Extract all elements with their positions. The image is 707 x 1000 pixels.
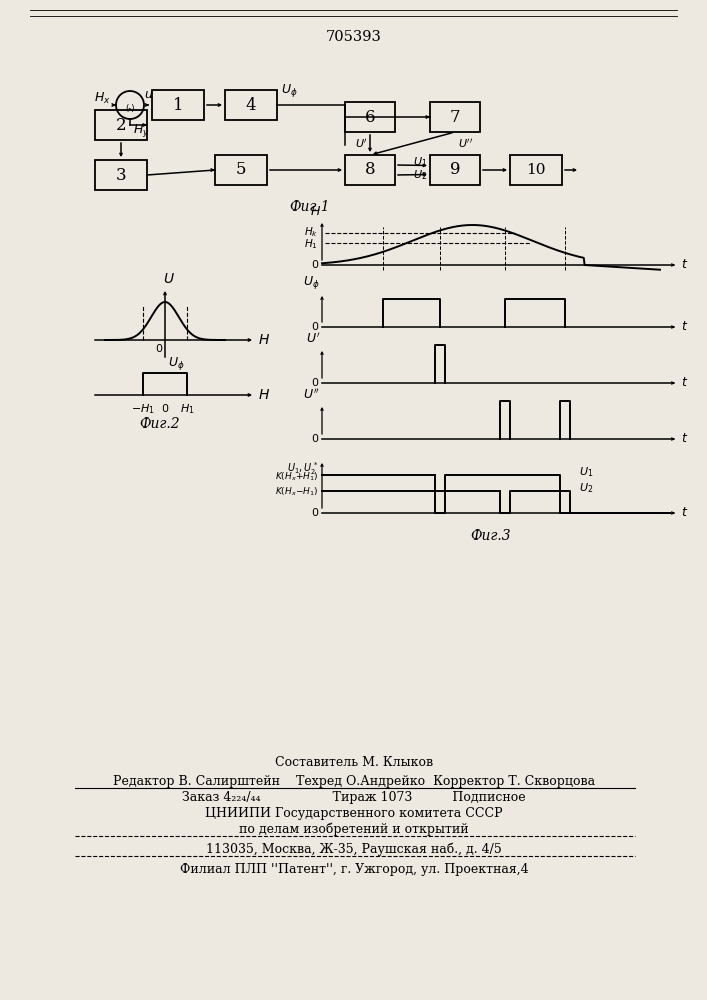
Bar — [345, 102, 395, 132]
Text: 113035, Москва, Ж-35, Раушская наб., д. 4/5: 113035, Москва, Ж-35, Раушская наб., д. … — [206, 842, 502, 856]
Text: 1: 1 — [173, 97, 183, 113]
Text: $U_\phi$: $U_\phi$ — [303, 274, 320, 291]
Text: t: t — [681, 376, 686, 389]
Text: t: t — [681, 258, 686, 271]
Text: 0: 0 — [311, 260, 318, 270]
Text: $K(H_x{-}H_1)$: $K(H_x{-}H_1)$ — [274, 486, 318, 498]
Text: $U_1$: $U_1$ — [579, 465, 594, 479]
Text: $U_1$: $U_1$ — [413, 155, 427, 169]
Text: Фиг.2: Фиг.2 — [140, 417, 180, 431]
Bar — [430, 102, 480, 132]
Text: 705393: 705393 — [326, 30, 382, 44]
Text: H: H — [310, 205, 320, 218]
Bar — [95, 160, 147, 190]
Bar — [152, 90, 204, 120]
Text: U: U — [163, 272, 173, 286]
Text: Фиг.1: Фиг.1 — [290, 200, 330, 214]
Text: Составитель М. Клыков: Составитель М. Клыков — [275, 756, 433, 770]
Bar — [430, 155, 480, 185]
Text: $U''$: $U''$ — [458, 137, 473, 150]
Text: 0: 0 — [311, 322, 318, 332]
Bar — [215, 155, 267, 185]
Text: Редактор В. Салирштейн    Техред О.Андрейко  Корректор Т. Скворцова: Редактор В. Салирштейн Техред О.Андрейко… — [113, 774, 595, 788]
Text: 0: 0 — [311, 378, 318, 388]
Text: 3: 3 — [116, 166, 127, 184]
Text: $H_y$: $H_y$ — [133, 122, 150, 139]
Text: 4: 4 — [246, 97, 257, 113]
Text: по делам изобретений и открытий: по делам изобретений и открытий — [239, 822, 469, 836]
Text: 6: 6 — [365, 108, 375, 125]
Text: 8: 8 — [365, 161, 375, 178]
Text: $U_\phi$: $U_\phi$ — [168, 355, 185, 372]
Bar — [225, 90, 277, 120]
Text: $-H_1$: $-H_1$ — [131, 402, 155, 416]
Text: u: u — [144, 88, 152, 101]
Text: t: t — [681, 320, 686, 334]
Text: $H_1$: $H_1$ — [304, 237, 318, 251]
Text: $U_\phi$: $U_\phi$ — [281, 82, 298, 99]
Text: 5: 5 — [235, 161, 246, 178]
Text: Фиг.3: Фиг.3 — [471, 529, 511, 543]
Text: $U_2$: $U_2$ — [579, 481, 594, 495]
Text: Заказ 4₂₂₄/₄₄                  Тираж 1073          Подписное: Заказ 4₂₂₄/₄₄ Тираж 1073 Подписное — [182, 792, 526, 804]
Text: $U'$: $U'$ — [355, 137, 368, 150]
Text: 0: 0 — [155, 344, 162, 354]
Text: t: t — [681, 506, 686, 520]
Text: $U_2$: $U_2$ — [413, 168, 427, 182]
Text: H: H — [259, 388, 269, 402]
Bar — [345, 155, 395, 185]
Text: Филиал ПЛП ''Патент'', г. Ужгород, ул. Проектная,4: Филиал ПЛП ''Патент'', г. Ужгород, ул. П… — [180, 862, 528, 876]
Text: $U'$: $U'$ — [305, 332, 320, 346]
Text: $H_1$: $H_1$ — [180, 402, 194, 416]
Text: ЦНИИПИ Государственного комитета СССР: ЦНИИПИ Государственного комитета СССР — [205, 808, 503, 820]
Text: 9: 9 — [450, 161, 460, 178]
Text: $K(H_x{+}H_1)$: $K(H_x{+}H_1)$ — [274, 471, 318, 483]
Text: 2: 2 — [116, 116, 127, 133]
Text: (-): (-) — [125, 104, 135, 112]
Text: t: t — [681, 432, 686, 446]
Text: $H_x$: $H_x$ — [93, 90, 110, 106]
Text: $U''$: $U''$ — [303, 387, 320, 402]
Text: 0: 0 — [311, 434, 318, 444]
Text: $U_1, U_2^*$: $U_1, U_2^*$ — [287, 461, 318, 477]
Text: 10: 10 — [526, 163, 546, 177]
Text: H: H — [259, 333, 269, 347]
Bar — [95, 110, 147, 140]
Text: 0: 0 — [311, 508, 318, 518]
Text: 7: 7 — [450, 108, 460, 125]
Bar — [510, 155, 562, 185]
Text: $H_k$: $H_k$ — [304, 225, 318, 239]
Text: $0$: $0$ — [161, 402, 169, 414]
